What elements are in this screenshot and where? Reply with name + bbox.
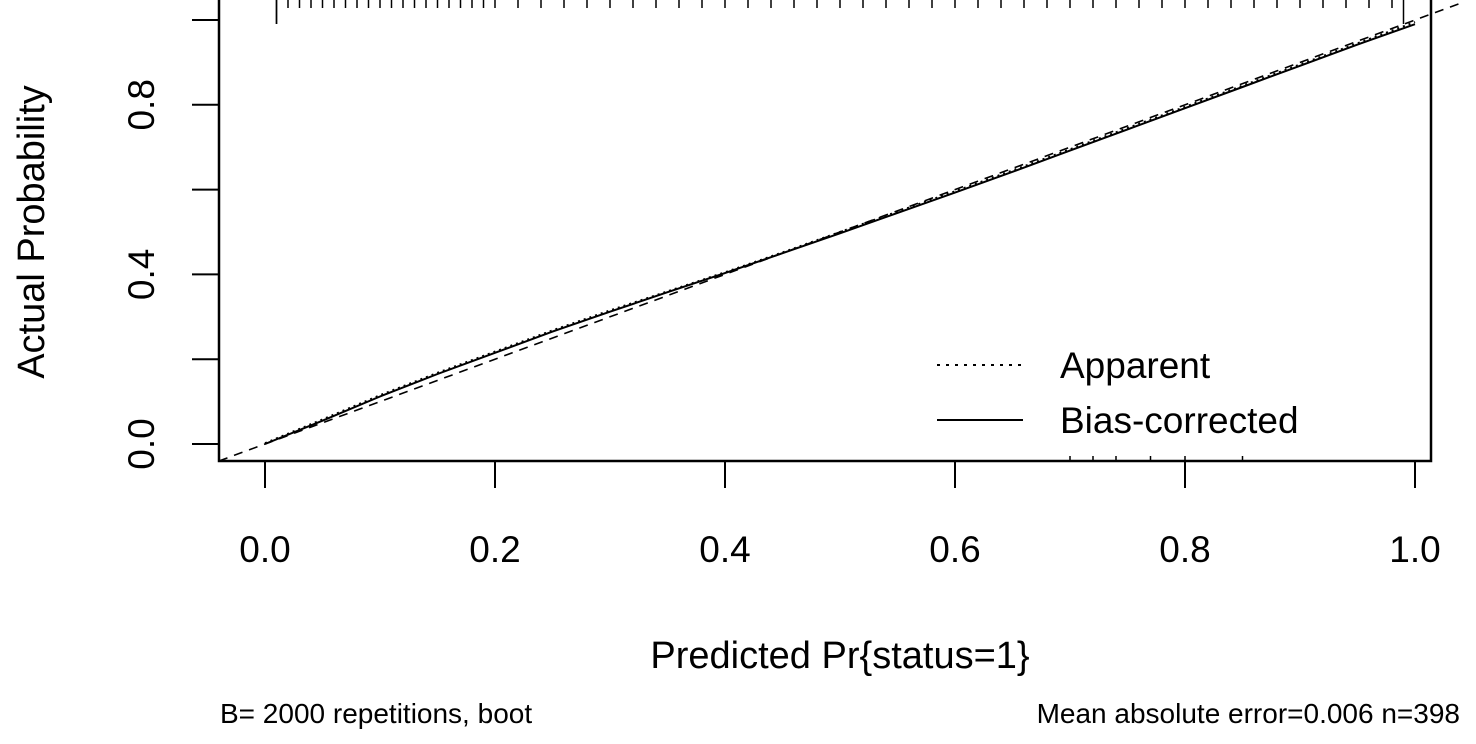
x-tick-label: 1.0 [1389, 529, 1440, 570]
y-tick-label: 0.4 [121, 249, 162, 300]
y-tick-label: 0.8 [121, 79, 162, 130]
legend: Apparent Bias-corrected [937, 345, 1299, 441]
legend-label-bias-corrected: Bias-corrected [1060, 400, 1299, 441]
x-axis: 0.0 0.2 0.4 0.6 0.8 1.0 [239, 460, 1441, 570]
x-tick-label: 0.0 [239, 529, 290, 570]
footnote-left: B= 2000 repetitions, boot [220, 698, 532, 729]
x-tick-label: 0.8 [1159, 529, 1210, 570]
series-line-bias-corrected [264, 23, 1416, 445]
series-line-apparent [264, 21, 1416, 445]
y-tick-label: 0.0 [121, 418, 162, 469]
plot-frame [217, 0, 1433, 463]
x-tick-label: 0.4 [699, 529, 750, 570]
y-axis-title: Actual Probability [11, 85, 53, 379]
legend-label-apparent: Apparent [1060, 345, 1211, 386]
x-tick-label: 0.6 [929, 529, 980, 570]
x-tick-label: 0.2 [469, 529, 520, 570]
x-axis-title: Predicted Pr{status=1} [650, 635, 1029, 677]
series-layer [264, 21, 1416, 445]
y-axis: 0.0 0.4 0.8 [121, 19, 220, 470]
footnote-right: Mean absolute error=0.006 n=398 [1037, 698, 1460, 729]
rug-layer [275, 0, 1405, 461]
